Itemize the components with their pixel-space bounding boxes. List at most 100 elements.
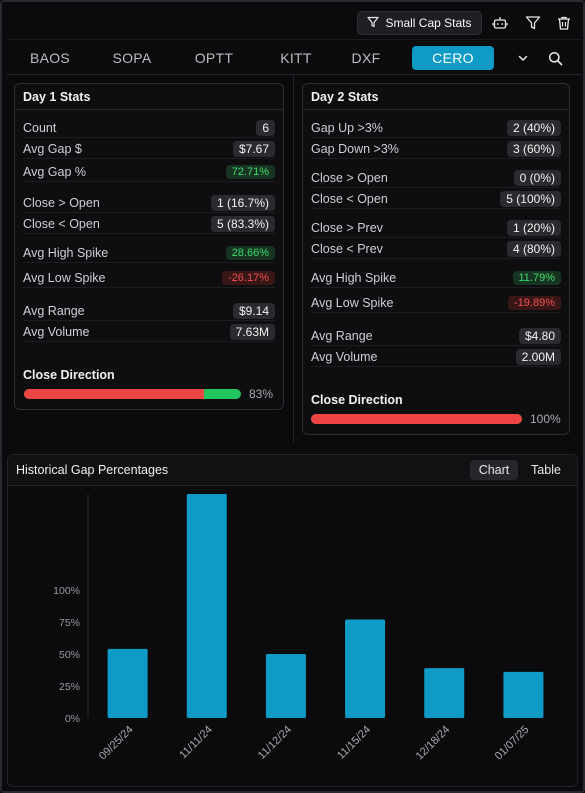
- filter-icon: [367, 16, 380, 31]
- stat-row: Avg Volume 7.63M: [23, 322, 275, 342]
- stat-value-badge: 2 (40%): [506, 119, 561, 136]
- day1-direction-bar: [24, 389, 241, 399]
- stat-row: Avg High Spike 11.79%: [311, 268, 561, 288]
- stat-label: Avg Range: [23, 303, 85, 318]
- stat-value-badge: 3 (60%): [506, 140, 561, 157]
- stat-label: Avg High Spike: [311, 270, 397, 285]
- x-tick-label: 11/11/24: [177, 724, 215, 762]
- stat-label: Close > Open: [311, 170, 388, 185]
- stat-value-badge: $9.14: [232, 302, 275, 319]
- stat-row: Avg Gap % 72.71%: [23, 162, 275, 182]
- top-toolbar: Small Cap Stats: [2, 8, 585, 38]
- historical-title: Historical Gap Percentages: [16, 463, 169, 477]
- preset-label: Small Cap Stats: [385, 16, 472, 30]
- trash-icon[interactable]: [553, 12, 575, 34]
- stat-row: Close > Open 1 (16.7%): [23, 193, 275, 213]
- day1-stats-panel: Day 1 Stats Count 6 Avg Gap $ $7.67 Avg Gap …: [14, 83, 284, 410]
- stat-label: Avg Volume: [311, 349, 378, 364]
- day2-title: Day 2 Stats: [303, 84, 569, 110]
- y-tick-label: 0%: [65, 713, 80, 725]
- stat-row: Count 6: [23, 118, 275, 138]
- gap-bar[interactable]: [424, 668, 465, 718]
- stat-value-badge: 6: [256, 119, 275, 136]
- table-view-button[interactable]: Table: [531, 463, 561, 477]
- tab-optt[interactable]: OPTT: [194, 50, 234, 66]
- stat-value-badge: 11.79%: [512, 270, 561, 285]
- panel-divider: [293, 76, 294, 442]
- y-tick-label: 50%: [59, 649, 80, 661]
- stat-value-badge: -26.17%: [222, 270, 275, 285]
- tab-sopa[interactable]: SOPA: [112, 50, 152, 66]
- stat-label: Close > Open: [23, 195, 100, 210]
- gap-bar[interactable]: [345, 619, 386, 718]
- stat-row: Close < Open 5 (83.3%): [23, 214, 275, 234]
- stat-label: Gap Down >3%: [311, 141, 399, 156]
- stat-row: Avg Volume 2.00M: [311, 347, 561, 367]
- day1-direction-label: Close Direction: [23, 368, 115, 382]
- stat-row: Close < Prev 4 (80%): [311, 239, 561, 259]
- ticker-tabs: BAOS SOPA OPTT KITT DXF CERO: [7, 39, 582, 75]
- stat-value-badge: 7.63M: [229, 323, 275, 340]
- gap-bar[interactable]: [503, 671, 544, 718]
- day2-stats-panel: Day 2 Stats Gap Up >3% 2 (40%) Gap Down >3…: [302, 83, 570, 435]
- gap-bar[interactable]: [186, 494, 227, 718]
- stat-label: Avg Gap $: [23, 141, 82, 156]
- stat-value-badge: $4.80: [518, 327, 561, 344]
- day2-direction-pct: 100%: [530, 412, 561, 426]
- chevron-down-icon[interactable]: [511, 46, 535, 70]
- x-tick-label: 11/15/24: [335, 724, 373, 762]
- day1-direction-pct: 83%: [249, 387, 274, 401]
- tab-kitt[interactable]: KITT: [280, 50, 312, 66]
- y-tick-label: 25%: [59, 681, 80, 693]
- stat-row: Avg Low Spike -19.89%: [311, 293, 561, 313]
- stat-row: Close < Open 5 (100%): [311, 189, 561, 209]
- x-tick-label: 11/12/24: [256, 724, 294, 762]
- preset-button[interactable]: Small Cap Stats: [357, 11, 482, 35]
- stat-label: Avg High Spike: [23, 245, 109, 260]
- stat-value-badge: 2.00M: [515, 348, 561, 365]
- stat-row: Avg Gap $ $7.67: [23, 139, 275, 159]
- day1-direction-fill: [24, 389, 205, 399]
- stat-label: Avg Volume: [23, 324, 90, 339]
- gap-bar[interactable]: [265, 654, 306, 718]
- robot-icon[interactable]: [489, 12, 511, 34]
- gap-bar-chart: 0% 25% 50% 75% 100% 09/25/24 11/11/24 11/12/24 1…: [53, 494, 544, 763]
- stat-row: Avg Low Spike -26.17%: [23, 268, 275, 288]
- stat-row: Avg High Spike 28.66%: [23, 243, 275, 263]
- x-tick-label: 09/25/24: [97, 724, 136, 763]
- y-tick-label: 100%: [53, 585, 80, 597]
- stat-label: Count: [23, 120, 57, 135]
- historical-gap-panel: Historical Gap Percentages Chart Table 0…: [7, 454, 578, 787]
- tab-dxf[interactable]: DXF: [351, 50, 381, 66]
- stat-value-badge: 5 (100%): [500, 190, 561, 207]
- x-tick-label: 12/18/24: [414, 724, 453, 763]
- gap-bar[interactable]: [107, 648, 148, 718]
- stat-value-badge: 1 (16.7%): [210, 194, 275, 211]
- stat-value-badge: 4 (80%): [506, 240, 561, 257]
- stat-label: Avg Low Spike: [311, 295, 394, 310]
- stat-row: Close > Prev 1 (20%): [311, 218, 561, 238]
- stat-label: Gap Up >3%: [311, 120, 383, 135]
- stat-row: Close > Open 0 (0%): [311, 168, 561, 188]
- stat-value-badge: 0 (0%): [513, 169, 561, 186]
- historical-header: Historical Gap Percentages Chart Table: [8, 455, 577, 486]
- stat-row: Gap Down >3% 3 (60%): [311, 139, 561, 159]
- stat-row: Avg Range $9.14: [23, 301, 275, 321]
- tab-cero[interactable]: CERO: [412, 46, 494, 70]
- stat-label: Close > Prev: [311, 220, 383, 235]
- chart-view-button[interactable]: Chart: [470, 460, 518, 480]
- stat-value-badge: $7.67: [232, 140, 275, 157]
- day2-direction-fill: [311, 414, 522, 424]
- stat-label: Close < Open: [311, 191, 388, 206]
- stat-label: Close < Prev: [311, 241, 383, 256]
- day1-title: Day 1 Stats: [15, 84, 283, 110]
- search-icon[interactable]: [543, 46, 567, 70]
- stat-row: Gap Up >3% 2 (40%): [311, 118, 561, 138]
- tab-baos[interactable]: BAOS: [29, 50, 71, 66]
- stat-value-badge: 28.66%: [225, 245, 275, 260]
- day2-direction-bar: [311, 414, 522, 424]
- stat-label: Close < Open: [23, 216, 100, 231]
- stat-value-badge: 1 (20%): [506, 219, 561, 236]
- funnel-icon[interactable]: [522, 12, 544, 34]
